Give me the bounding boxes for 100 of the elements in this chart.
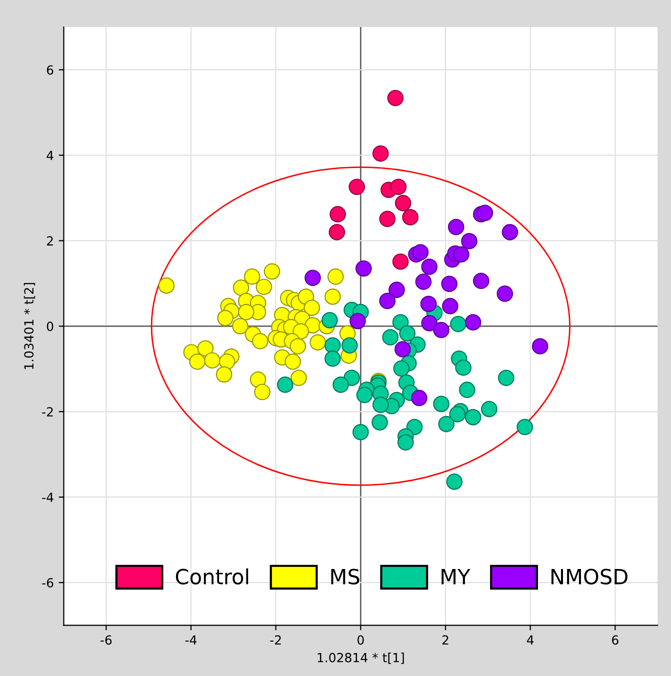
point (232, 318, 248, 334)
point (372, 414, 388, 430)
point (450, 316, 466, 332)
point (218, 353, 236, 370)
y-tick-label: -4 (42, 492, 54, 502)
point (232, 280, 250, 296)
y-tick-label: 0 (46, 322, 54, 332)
point (158, 277, 175, 294)
point (379, 292, 396, 310)
point (411, 390, 428, 406)
point (392, 314, 409, 330)
point (304, 270, 321, 286)
point (328, 224, 346, 240)
point (324, 337, 341, 354)
point (502, 224, 518, 240)
point (421, 315, 438, 332)
point (292, 323, 310, 340)
point (250, 371, 266, 388)
point (455, 359, 472, 376)
point (472, 272, 490, 290)
point (441, 276, 458, 292)
point (217, 310, 234, 326)
point (341, 337, 358, 354)
point (256, 278, 272, 296)
point (449, 406, 466, 422)
point (392, 253, 409, 270)
point (399, 325, 416, 342)
point (348, 178, 366, 196)
point (304, 300, 320, 316)
point (448, 218, 464, 236)
point (252, 332, 268, 350)
x-tick-label: 6 (612, 635, 618, 645)
point (254, 384, 270, 400)
point (350, 312, 366, 330)
point (284, 353, 301, 370)
point (388, 282, 405, 298)
y-axis-title: 1.03401 * t[2] (24, 282, 36, 370)
legend-label: MS (331, 568, 360, 585)
point (402, 209, 418, 226)
point (442, 298, 458, 314)
x-tick-label: -2 (270, 635, 281, 645)
point (238, 304, 254, 320)
point (438, 416, 455, 432)
point (330, 206, 346, 222)
point (244, 268, 260, 285)
point (197, 340, 214, 357)
point (382, 329, 399, 346)
point (356, 386, 373, 404)
legend-label: Control (176, 568, 248, 585)
legend-label: NMOSD (551, 568, 628, 585)
point (421, 258, 438, 275)
x-tick-label: -4 (185, 635, 197, 645)
point (397, 434, 414, 451)
point (394, 341, 411, 358)
point (352, 424, 369, 440)
point (394, 194, 412, 212)
point (464, 314, 482, 330)
point (446, 474, 463, 490)
x-tick-label: 4 (526, 635, 534, 645)
y-tick-label: 6 (46, 65, 54, 75)
x-tick-label: -6 (100, 635, 112, 645)
point (355, 260, 372, 277)
point (322, 312, 338, 328)
point (327, 268, 344, 285)
point (332, 376, 349, 393)
point (264, 263, 280, 280)
point (458, 382, 476, 398)
y-tick-label: -2 (42, 407, 53, 416)
point (324, 350, 341, 367)
point (412, 244, 429, 260)
point (204, 352, 220, 369)
point (415, 274, 432, 290)
point (498, 370, 514, 386)
point (189, 353, 206, 370)
point (496, 286, 514, 302)
y-tick-label: 4 (46, 150, 54, 160)
point (372, 396, 389, 413)
point (464, 409, 482, 426)
point (420, 296, 437, 312)
point (476, 204, 494, 222)
point (390, 178, 407, 196)
point (433, 322, 450, 338)
legend-label: MY (442, 569, 470, 584)
y-tick-label: 2 (46, 236, 53, 246)
point (433, 396, 450, 412)
point (379, 210, 396, 228)
point (277, 376, 294, 393)
point (481, 400, 498, 418)
y-tick-label: -6 (42, 578, 54, 588)
x-axis-title: 1.02814 * t[1] (318, 652, 404, 664)
point (387, 90, 404, 106)
point (324, 288, 341, 305)
point (453, 246, 470, 263)
x-tick-label: 2 (442, 635, 448, 645)
point (216, 366, 232, 383)
point (372, 145, 389, 162)
point (516, 418, 533, 436)
point (461, 232, 478, 250)
x-tick-label: 0 (358, 635, 364, 645)
point (290, 370, 307, 386)
